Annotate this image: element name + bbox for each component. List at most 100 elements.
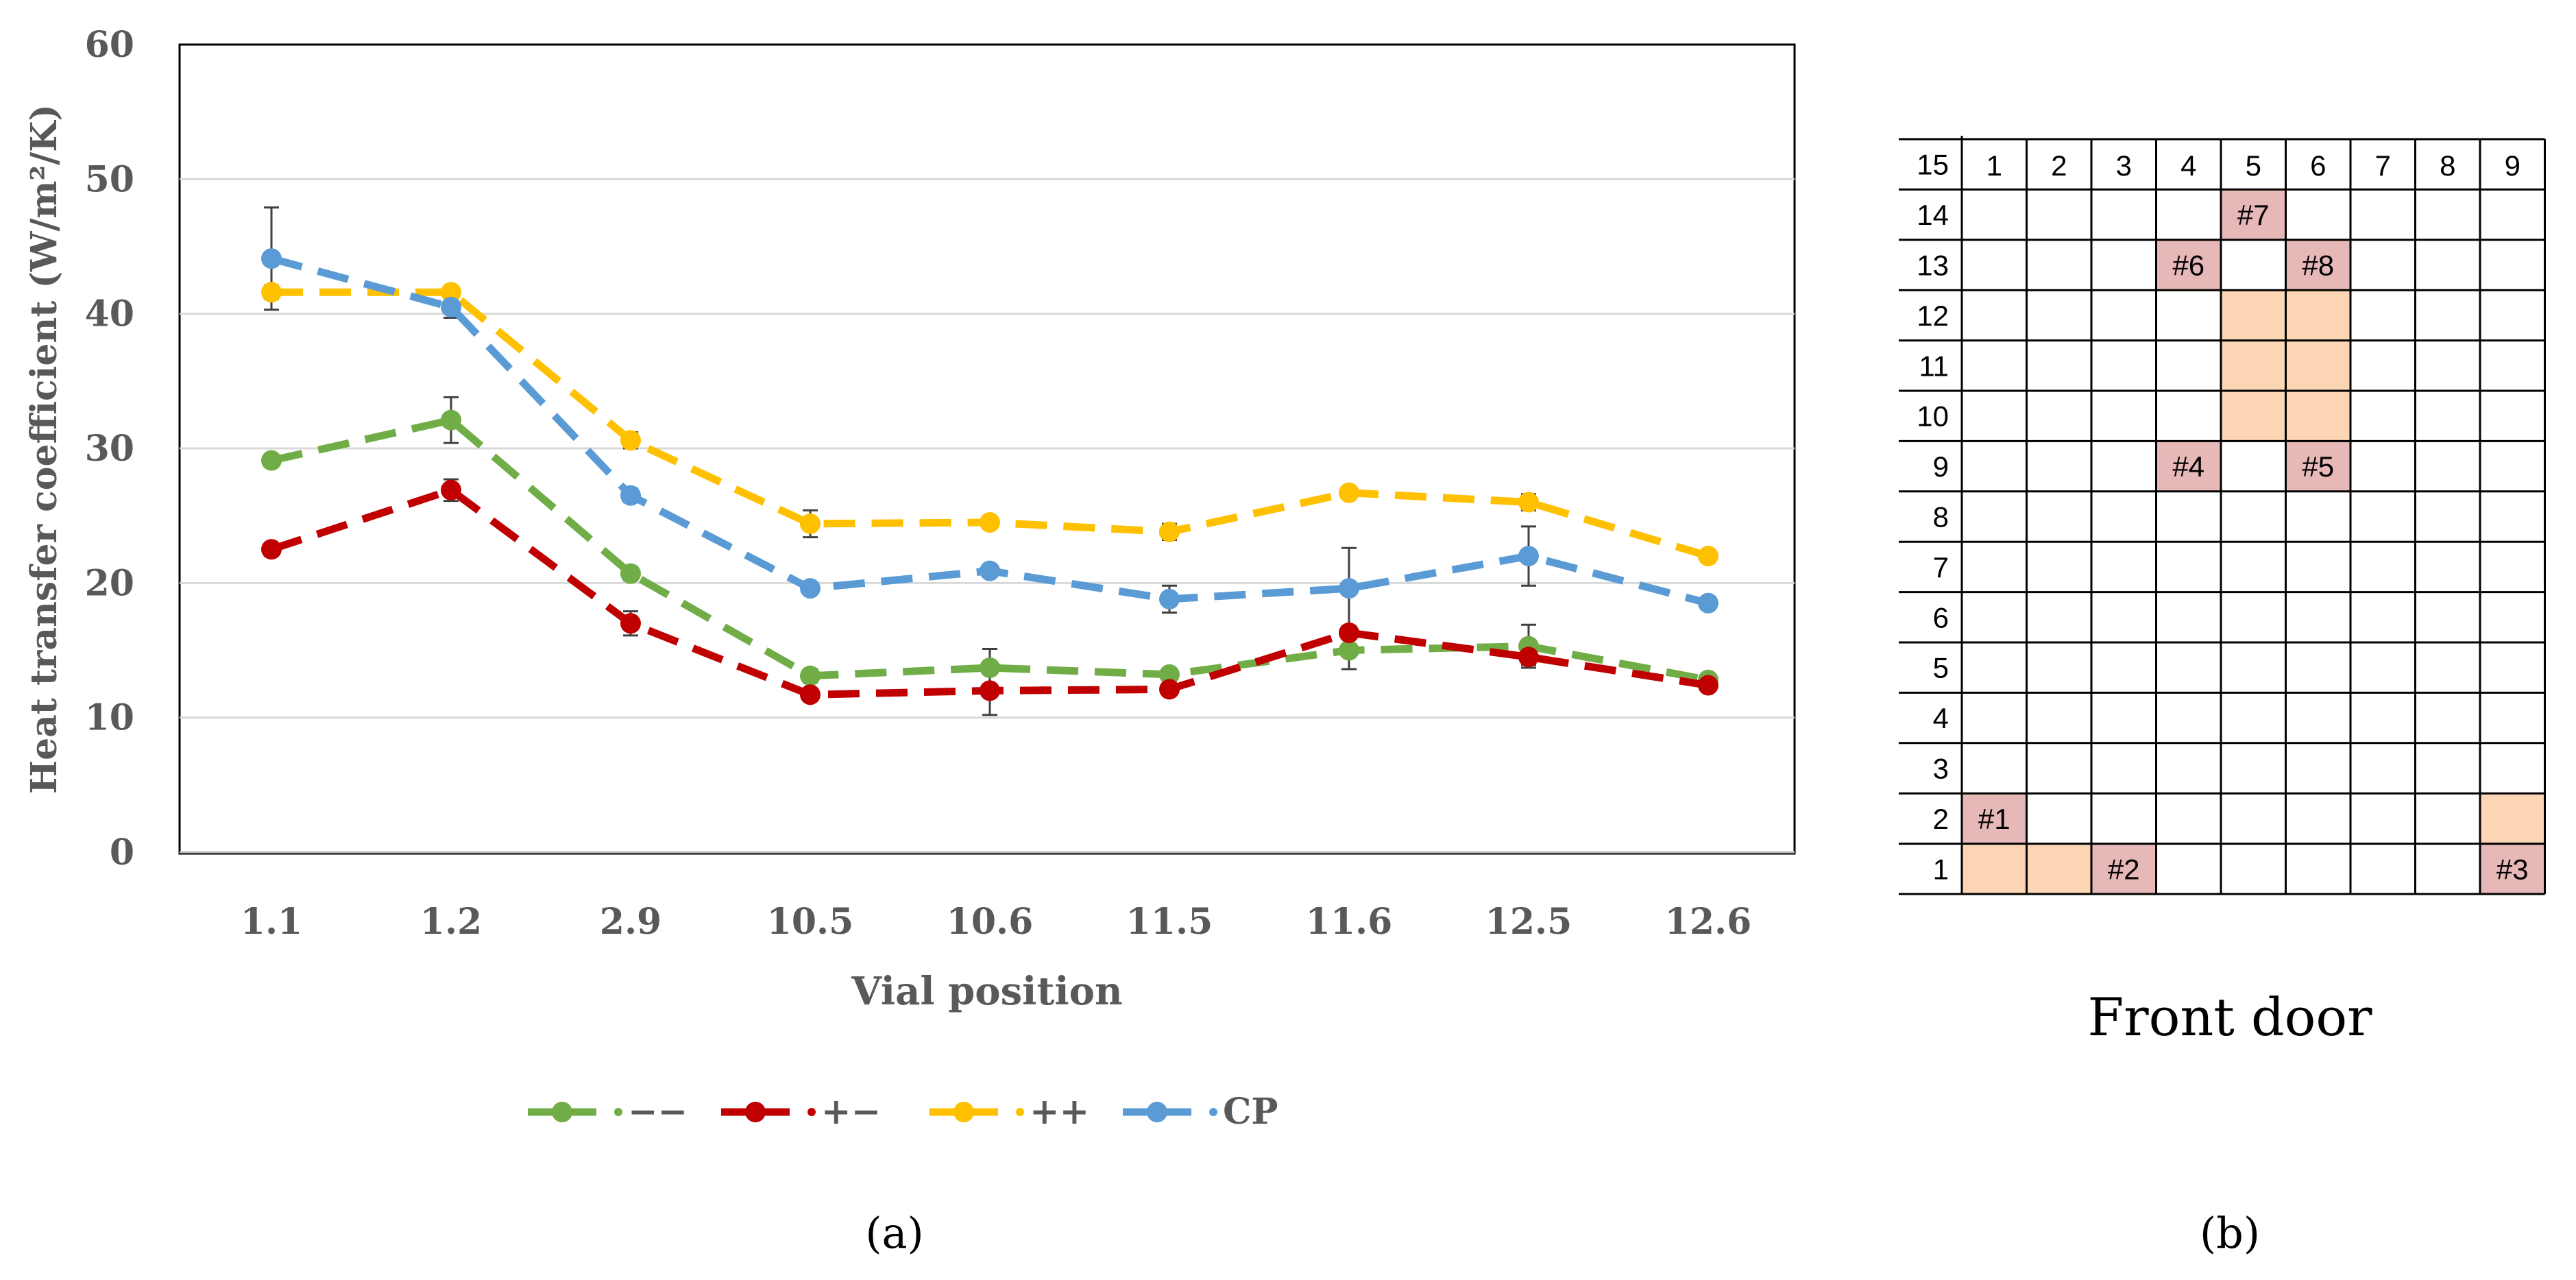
legend-dot <box>1016 1108 1024 1116</box>
grid-column-label: 5 <box>2246 149 2261 182</box>
y-tick-label: 50 <box>85 158 134 200</box>
legend-label: −− <box>628 1091 688 1133</box>
vial-label: #6 <box>2172 250 2204 282</box>
x-tick-label: 12.5 <box>1485 901 1572 943</box>
y-tick-label: 40 <box>85 293 134 335</box>
legend-item: CP <box>1123 1091 1278 1133</box>
data-point <box>441 409 461 431</box>
y-tick-label: 20 <box>85 562 134 604</box>
y-tick-label: 30 <box>85 428 134 470</box>
grid-row-label: 4 <box>1933 702 1949 734</box>
y-tick-label: 0 <box>110 832 134 873</box>
legend-item: −− <box>528 1091 688 1133</box>
data-point <box>441 479 461 500</box>
grid-row-label: 9 <box>1933 450 1949 483</box>
x-tick-label: 12.6 <box>1665 901 1752 943</box>
grid-column-label: 7 <box>2375 149 2391 182</box>
legend-swatch-marker <box>745 1102 766 1122</box>
legend: −− +− ++ CP <box>528 1091 1278 1133</box>
labeled-cell <box>1962 793 2027 844</box>
data-point <box>620 613 641 634</box>
vial-label: #5 <box>2302 450 2334 483</box>
grid-column-label: 1 <box>1986 149 2002 182</box>
vial-label: #7 <box>2237 199 2270 231</box>
grid-column-label: 6 <box>2310 149 2326 182</box>
data-point <box>1518 546 1539 567</box>
data-point <box>261 248 282 269</box>
data-point <box>1339 578 1359 599</box>
grid-column-label: 8 <box>2440 149 2455 182</box>
error-bars <box>264 206 1716 716</box>
x-tick-label: 11.6 <box>1306 901 1393 943</box>
data-point <box>1698 675 1718 696</box>
data-point <box>620 485 641 506</box>
grid-column-labels: 1 2 3 4 5 6 7 8 9 <box>1986 149 2520 182</box>
data-point <box>1518 647 1539 668</box>
grid-row-labels: 15 14 13 12 11 10 9 8 7 6 5 4 3 2 1 <box>1917 149 1949 886</box>
highlighted-cell <box>2285 290 2350 341</box>
legend-label: +− <box>821 1091 881 1133</box>
legend-label: ++ <box>1030 1091 1089 1133</box>
grid-row-label: 12 <box>1917 300 1949 332</box>
grid-column-label: 2 <box>2051 149 2067 182</box>
x-tick-label: 1.2 <box>420 901 482 943</box>
grid-lines <box>1899 136 2546 895</box>
data-point <box>1698 546 1718 567</box>
data-point <box>1159 679 1180 700</box>
data-point <box>620 563 641 584</box>
grid-row-label: 2 <box>1933 803 1949 835</box>
grid-row-label: 7 <box>1933 551 1949 583</box>
labeled-cell <box>2480 843 2545 894</box>
grid-row-label: 5 <box>1933 652 1949 684</box>
grid-row-label: 6 <box>1933 601 1949 633</box>
x-tick-label: 10.6 <box>947 901 1034 943</box>
panel-b-label: (b) <box>2200 1208 2260 1258</box>
labeled-cell <box>2285 239 2350 291</box>
grid-column-label: 4 <box>2180 149 2196 182</box>
series-line <box>270 416 1710 684</box>
data-point <box>980 657 1000 679</box>
highlighted-cell <box>2480 793 2545 844</box>
data-point <box>1339 482 1359 503</box>
x-tick-label: 2.9 <box>600 901 661 943</box>
highlighted-cell <box>2221 340 2286 391</box>
series-line <box>270 254 1710 607</box>
vial-label: #1 <box>1978 803 2010 835</box>
legend-dot <box>614 1108 622 1116</box>
data-point <box>441 296 461 317</box>
grid-row-label: 3 <box>1933 753 1949 785</box>
data-point <box>261 282 282 303</box>
grid-column-label: 9 <box>2505 149 2520 182</box>
data-point <box>980 511 1000 533</box>
series-2 <box>261 479 1718 705</box>
y-tick-labels: 0 10 20 30 40 50 60 <box>85 24 134 873</box>
data-point <box>1159 588 1180 609</box>
grid-row-label: 15 <box>1917 149 1949 181</box>
data-point <box>980 680 1000 701</box>
data-point <box>1339 622 1359 643</box>
grid-column-label: 3 <box>2116 149 2132 182</box>
data-point <box>800 665 821 686</box>
data-point <box>800 513 821 534</box>
grid-row-label: 13 <box>1917 250 1949 282</box>
legend-label: CP <box>1223 1091 1278 1133</box>
highlighted-cell <box>2285 340 2350 391</box>
highlighted-cell <box>2221 290 2286 341</box>
gridlines <box>180 178 1795 719</box>
panel-a-label: (a) <box>865 1208 923 1258</box>
x-tick-label: 10.5 <box>767 901 854 943</box>
y-tick-label: 60 <box>85 24 134 66</box>
data-point <box>441 282 461 303</box>
legend-swatch-marker <box>552 1102 572 1122</box>
legend-swatch-marker <box>953 1102 974 1122</box>
legend-swatch-marker <box>1147 1102 1167 1122</box>
grid-row-label: 14 <box>1917 199 1949 231</box>
labeled-cell <box>2156 441 2221 492</box>
vial-label: #3 <box>2496 853 2529 885</box>
data-point <box>800 578 821 599</box>
data-series <box>261 248 1718 705</box>
